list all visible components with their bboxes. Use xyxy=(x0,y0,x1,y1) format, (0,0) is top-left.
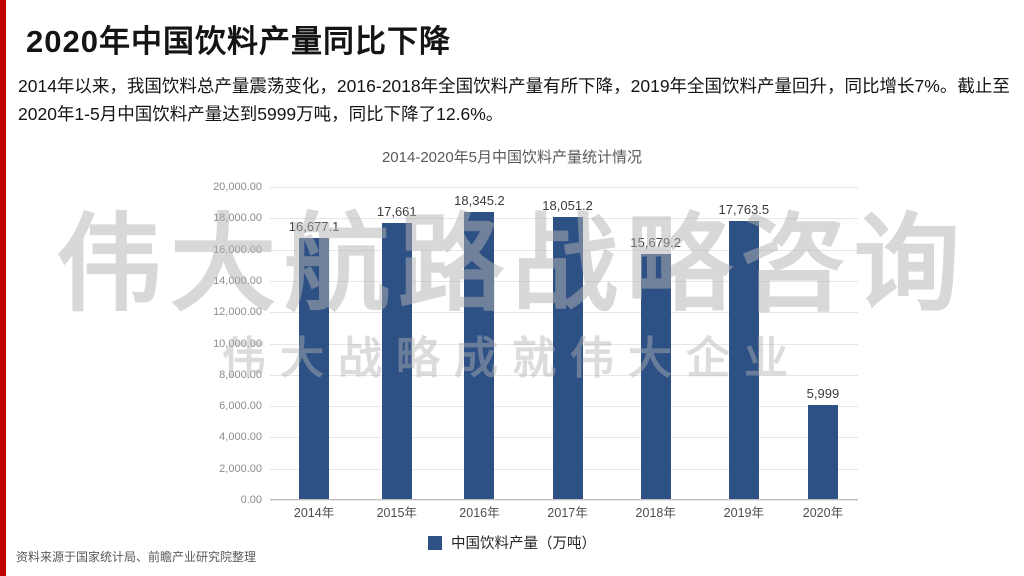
left-accent-stripe xyxy=(0,0,6,576)
x-tick-label: 2017年 xyxy=(547,506,588,520)
y-tick-label: 14,000.00 xyxy=(213,274,262,287)
bar xyxy=(640,253,671,499)
bar-value-label: 15,679.2 xyxy=(630,234,682,250)
bar-value-label: 17,763.5 xyxy=(718,202,770,217)
intro-paragraph: 2014年以来，我国饮料总产量震荡变化，2016-2018年全国饮料产量有所下降… xyxy=(18,76,1010,124)
bar-value-label: 16,677.1 xyxy=(288,219,340,234)
bar xyxy=(464,211,495,499)
x-tick-label: 2015年 xyxy=(376,506,417,520)
bar-column: 15,679.2 2018年 xyxy=(630,187,682,520)
bar xyxy=(299,238,330,499)
bar xyxy=(807,405,838,499)
bar-column: 5,999 2020年 xyxy=(803,187,843,520)
y-tick-label: 10,000.00 xyxy=(213,337,262,350)
y-tick-label: 16,000.00 xyxy=(213,243,262,256)
y-tick-label: 2,000.00 xyxy=(219,462,262,475)
bar-value-label: 5,999 xyxy=(806,386,840,402)
bar-column: 18,051.2 2017年 xyxy=(542,187,593,521)
legend-label: 中国饮料产量（万吨） xyxy=(451,536,596,552)
bar-column: 17,661 2015年 xyxy=(376,187,417,520)
plot-area: 16,677.1 2014年 17,661 2015年 18,345.2 2016年 18,… xyxy=(270,187,858,521)
bar-value-label: 18,051.2 xyxy=(542,197,593,213)
bar-column: 17,763.5 2019年 xyxy=(718,187,770,520)
bar xyxy=(552,216,583,499)
legend: 中国饮料产量（万吨） xyxy=(0,532,1024,553)
gridline xyxy=(270,500,858,501)
bar-column: 18,345.2 2016年 xyxy=(454,187,505,520)
chart-title: 2014-2020年5月中国饮料产量统计情况 xyxy=(381,149,643,166)
source-note: 资料来源于国家统计局、前瞻产业研究院整理 xyxy=(16,550,257,564)
y-tick-label: 8,000.00 xyxy=(219,368,262,381)
y-tick-label: 6,000.00 xyxy=(219,400,262,413)
y-tick-label: 4,000.00 xyxy=(219,431,262,444)
x-tick-label: 2014年 xyxy=(293,506,335,520)
legend-swatch xyxy=(428,535,442,550)
y-tick-label: 18,000.00 xyxy=(213,212,262,225)
x-tick-label: 2019年 xyxy=(723,506,764,520)
bar xyxy=(728,221,759,499)
y-tick-label: 20,000.00 xyxy=(213,181,262,193)
bar-value-label: 17,661 xyxy=(376,203,417,219)
gridline xyxy=(270,187,858,188)
x-tick-label: 2020年 xyxy=(802,506,844,520)
bar-value-label: 18,345.2 xyxy=(454,192,505,208)
y-tick-label: 0.00 xyxy=(240,494,262,506)
y-tick-label: 12,000.00 xyxy=(213,306,262,319)
page-title: 2020年中国饮料产量同比下降 xyxy=(26,24,451,59)
y-axis: 20,000.00 18,000.00 16,000.00 14,000.00 12,0… xyxy=(178,181,262,506)
x-tick-label: 2016年 xyxy=(459,506,500,520)
bar xyxy=(381,222,412,499)
x-tick-label: 2018年 xyxy=(635,506,676,520)
bar-column: 16,677.1 2014年 xyxy=(288,187,340,520)
